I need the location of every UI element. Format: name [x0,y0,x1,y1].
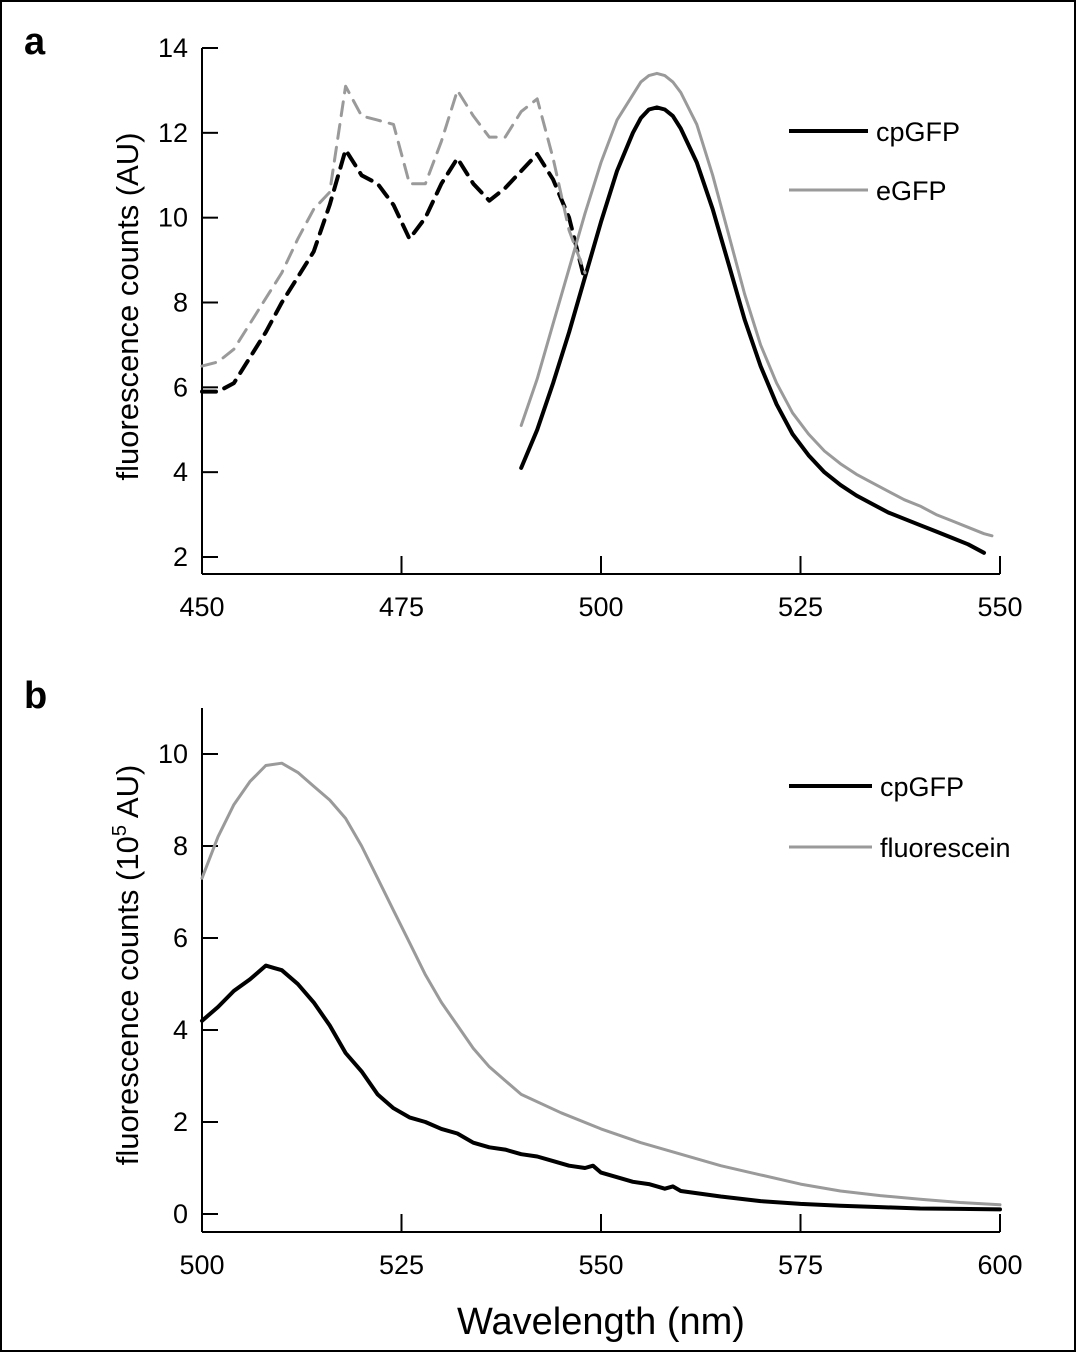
legend-label-fluorescein: fluorescein [880,833,1011,863]
legend-label-cpgfp: cpGFP [876,117,960,147]
panel-label: a [24,21,46,63]
series-line-egfp-excitation [200,84,587,368]
legend: cpGFP eGFP [789,117,960,206]
y-tick-label: 12 [158,118,188,148]
y-tick-label: 4 [173,1015,188,1045]
panel-label: b [24,675,47,717]
y-axis-title: fluorescence counts (AU) [110,132,145,480]
y-tick-label: 4 [173,457,188,487]
x-tick-label: 450 [179,592,224,622]
series-line-cpgfp-emission [519,105,986,555]
y-tick-label: 8 [173,831,188,861]
series-line-cpgfp [200,963,1002,1212]
series-line-egfp-emission [519,71,994,538]
y-tick-label: 6 [173,923,188,953]
y-tick-label: 6 [173,372,188,402]
x-tick-label: 475 [379,592,424,622]
chart-panel-b: b 0 2 4 6 8 10 500 525 550 575 600 fluorescence coun… [24,675,1023,1343]
y-tick-label: 2 [173,542,188,572]
y-tick-label: 14 [158,33,188,63]
legend-label-cpgfp: cpGFP [880,772,964,802]
legend-label-egfp: eGFP [876,176,947,206]
y-tick-label: 10 [158,739,188,769]
y-tick-label: 10 [158,203,188,233]
y-tick-label: 2 [173,1107,188,1137]
x-tick-label: 600 [977,1250,1022,1280]
series-line-fluorescein [200,761,1002,1207]
series-line-cpgfp-excitation [200,147,587,394]
x-tick-label: 500 [179,1250,224,1280]
y-tick-label: 8 [173,288,188,318]
legend: cpGFP fluorescein [789,772,1011,863]
x-tick-label: 525 [778,592,823,622]
x-tick-label: 525 [379,1250,424,1280]
y-tick-label: 0 [173,1199,188,1229]
x-axis-title: Wavelength (nm) [457,1301,745,1343]
chart-panel-a: a 2 4 6 8 10 12 14 450 475 500 525 550 fluorescence c… [24,21,1023,622]
x-tick-label: 575 [778,1250,823,1280]
x-tick-label: 550 [977,592,1022,622]
x-tick-label: 550 [578,1250,623,1280]
x-tick-label: 500 [578,592,623,622]
y-axis-title: fluorescence counts (105 AU) [109,765,145,1166]
